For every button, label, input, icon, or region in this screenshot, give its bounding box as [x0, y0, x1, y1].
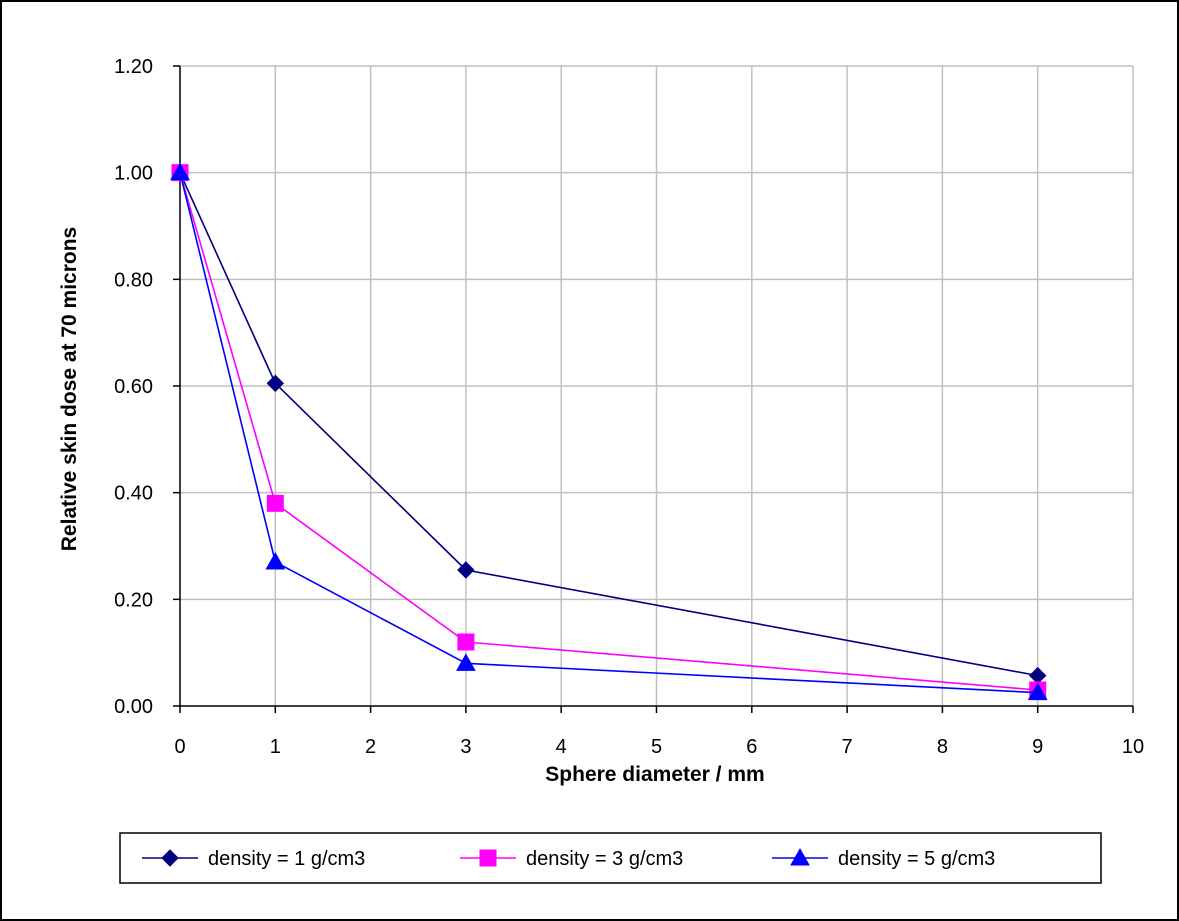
data-point [1028, 666, 1047, 685]
grid [180, 65, 1134, 706]
series-line [179, 172, 1038, 677]
y-tick-label: 0.20 [114, 589, 153, 611]
data-point [265, 551, 286, 570]
x-tick-label: 3 [460, 736, 471, 758]
legend-item-1: density = 1 g/cm3 [142, 848, 365, 870]
x-tick-label: 7 [842, 736, 853, 758]
x-tick-label: 9 [1032, 736, 1043, 758]
data-point [266, 494, 284, 512]
legend-item-2: density = 3 g/cm3 [460, 848, 683, 870]
series-group [170, 162, 1048, 701]
series-line [179, 172, 1038, 691]
data-point [170, 162, 190, 181]
x-tick-label: 4 [556, 736, 567, 758]
legend-label: density = 3 g/cm3 [526, 848, 683, 870]
legend-item-3: density = 5 g/cm3 [772, 847, 995, 870]
y-tick-label: 0.60 [114, 376, 153, 398]
axes [173, 65, 1134, 713]
y-tick-label: 1.00 [114, 163, 153, 185]
legend-marker [161, 849, 179, 867]
y-tick-label: 0.80 [114, 269, 153, 291]
series-3 [170, 162, 1048, 701]
y-tick-label: 1.20 [114, 56, 153, 78]
legend-label: density = 1 g/cm3 [208, 848, 365, 870]
y-tick-label: 0.00 [114, 696, 153, 718]
series-1 [171, 163, 1047, 685]
legend: density = 1 g/cm3 density = 3 g/cm3 densit… [119, 832, 1102, 884]
x-tick-label: 2 [365, 736, 376, 758]
x-tick-label: 5 [651, 736, 662, 758]
x-tick-label: 8 [937, 736, 948, 758]
y-tick-labels: 0.00 0.20 0.40 0.60 0.80 1.00 1.20 [114, 56, 153, 718]
x-axis-label: Sphere diameter / mm [545, 763, 764, 786]
series-2 [171, 164, 1047, 699]
series-line [179, 172, 1038, 694]
legend-marker [479, 849, 497, 867]
data-point [456, 653, 476, 671]
data-point [457, 561, 475, 579]
data-point [1027, 682, 1048, 701]
x-tick-labels: 0 1 2 3 4 5 6 7 8 9 10 [174, 736, 1144, 758]
x-tick-label: 6 [746, 736, 757, 758]
x-tick-label: 0 [174, 736, 185, 758]
legend-marker [790, 847, 810, 866]
legend-label: density = 5 g/cm3 [838, 848, 995, 870]
x-tick-label: 1 [270, 736, 281, 758]
y-axis-label: Relative skin dose at 70 microns [58, 227, 81, 551]
y-tick-label: 0.40 [114, 483, 153, 505]
legend-box [119, 832, 1102, 884]
x-tick-label: 10 [1122, 736, 1144, 758]
data-point [266, 374, 285, 393]
data-point [457, 633, 475, 651]
